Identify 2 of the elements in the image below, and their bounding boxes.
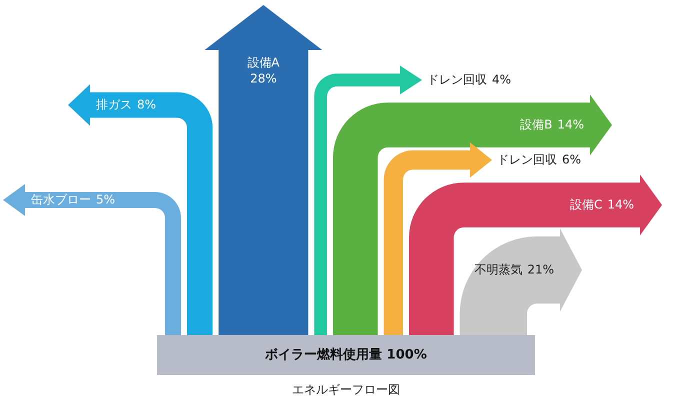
text: エネルギーフロー図 — [292, 382, 400, 396]
text: ボイラー燃料使用量 100% — [264, 348, 427, 363]
